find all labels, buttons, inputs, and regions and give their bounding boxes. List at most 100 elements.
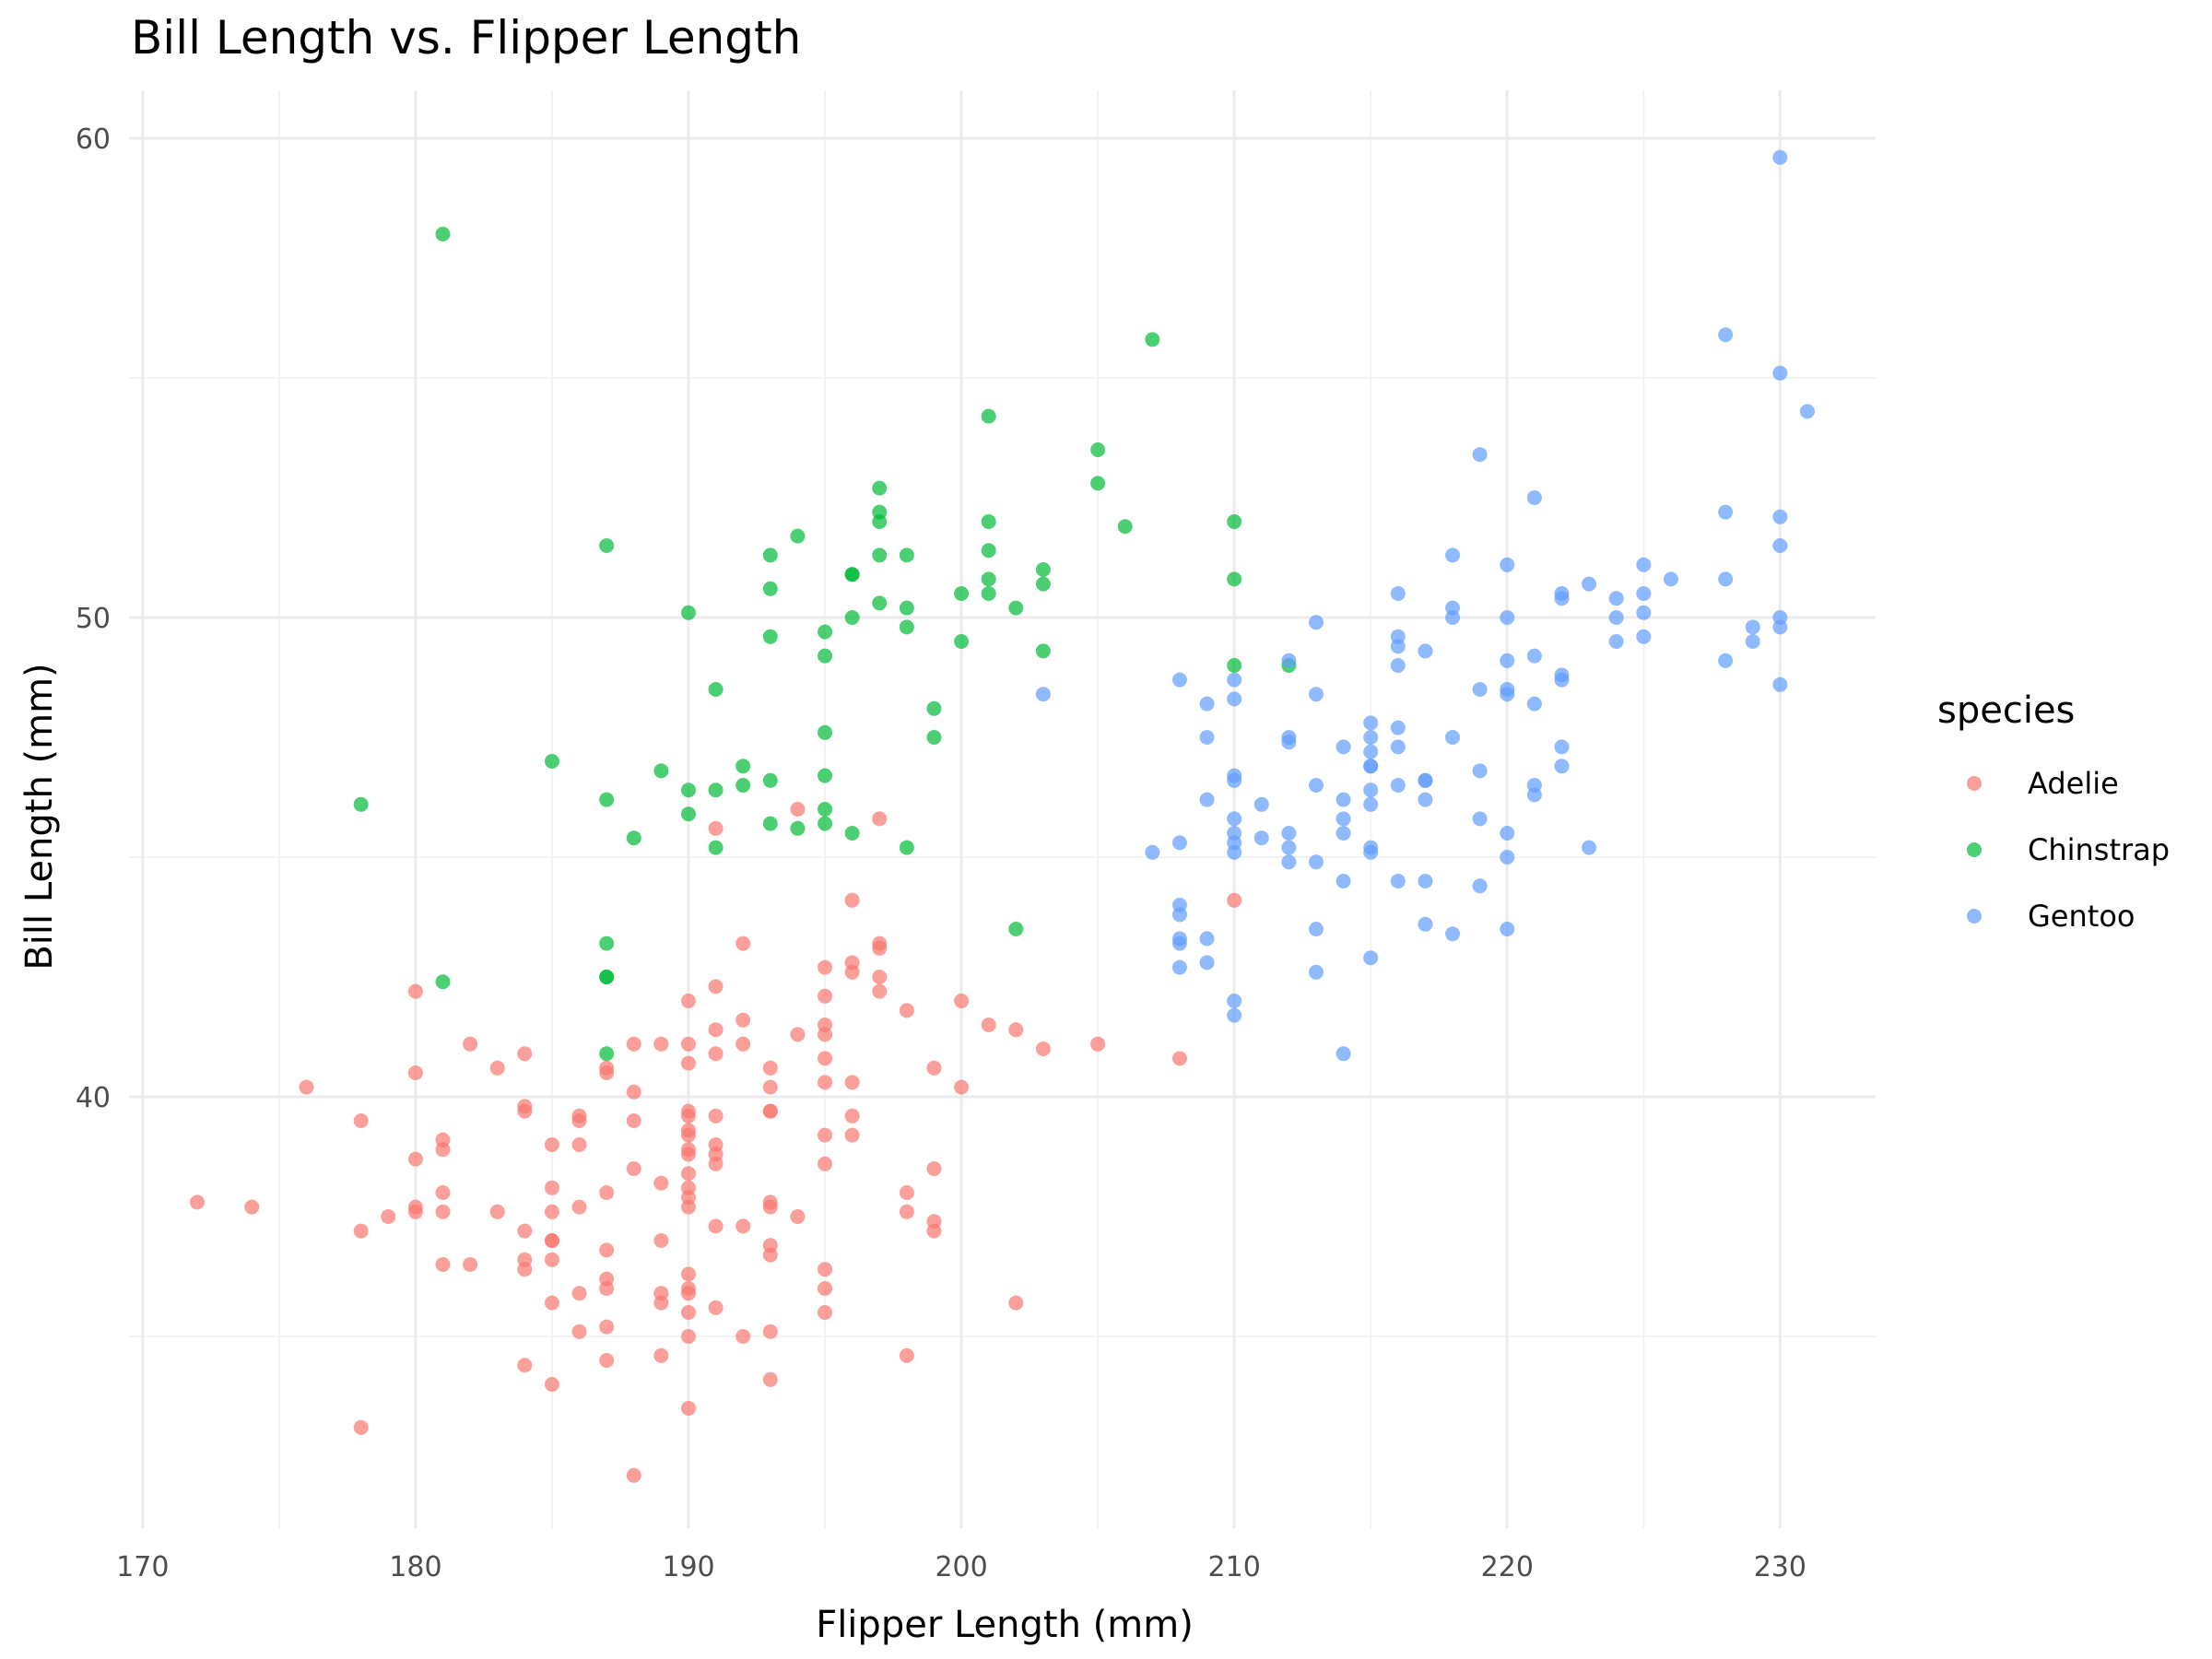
chinstrap-point — [599, 1046, 615, 1062]
chinstrap-point — [818, 802, 833, 817]
gentoo-point — [1227, 772, 1242, 788]
gentoo-point — [1472, 763, 1488, 779]
gentoo-point — [1309, 964, 1324, 980]
gentoo-point — [1227, 811, 1242, 827]
gentoo-point — [1335, 874, 1351, 888]
gentoo-point — [1390, 874, 1406, 888]
legend-key-gentoo — [1967, 909, 1982, 924]
gentoo-point — [1390, 639, 1406, 654]
gentoo-point — [1445, 730, 1461, 745]
x-tick-label: 190 — [662, 1551, 714, 1583]
gentoo-point — [1227, 691, 1242, 707]
adelie-point — [190, 1194, 206, 1210]
adelie-point — [790, 802, 806, 817]
gentoo-point — [1363, 796, 1379, 812]
adelie-point — [1008, 1295, 1024, 1311]
gentoo-point — [1526, 696, 1542, 712]
gentoo-point — [1772, 509, 1788, 524]
gentoo-point — [1418, 772, 1433, 788]
gentoo-point — [1227, 672, 1242, 688]
adelie-point — [680, 1286, 696, 1301]
chinstrap-point — [844, 826, 860, 841]
gentoo-point — [1227, 844, 1242, 860]
gentoo-point — [1608, 634, 1624, 649]
chinstrap-point — [599, 935, 615, 951]
adelie-point — [954, 1079, 970, 1095]
gentoo-point — [1199, 792, 1215, 807]
gentoo-point — [1199, 730, 1215, 745]
chinstrap-point — [762, 816, 778, 831]
chinstrap-point — [818, 816, 833, 831]
gentoo-point — [1418, 874, 1433, 888]
gentoo-point — [1718, 571, 1734, 587]
adelie-point — [544, 1252, 559, 1267]
gentoo-point — [1582, 840, 1597, 855]
adelie-point — [762, 1199, 778, 1215]
adelie-point — [353, 1223, 369, 1239]
adelie-point — [626, 1161, 641, 1176]
gentoo-point — [1253, 796, 1269, 812]
adelie-point — [872, 811, 888, 827]
chinstrap-point — [1117, 519, 1133, 535]
gentoo-point — [1745, 634, 1760, 649]
adelie-point — [844, 1075, 860, 1090]
legend-items: Adelie Chinstrap Gentoo — [1967, 766, 2170, 934]
adelie-point — [626, 1036, 641, 1052]
gentoo-point — [1309, 854, 1324, 870]
adelie-point — [762, 1371, 778, 1387]
gentoo-point — [1445, 926, 1461, 942]
chart-title: Bill Length vs. Flipper Length — [131, 11, 801, 65]
gentoo-point — [1500, 687, 1515, 702]
adelie-point — [680, 1199, 696, 1215]
chinstrap-point — [762, 772, 778, 788]
adelie-point — [544, 1295, 559, 1311]
x-tick-label: 210 — [1208, 1551, 1261, 1583]
chinstrap-point — [653, 763, 669, 779]
adelie-point — [926, 1223, 942, 1239]
adelie-point — [680, 1108, 696, 1124]
gentoo-point — [1718, 504, 1734, 520]
adelie-point — [517, 1262, 533, 1277]
x-tick-label: 200 — [935, 1551, 987, 1583]
adelie-point — [571, 1324, 587, 1339]
adelie-point — [544, 1180, 559, 1195]
gentoo-point — [1772, 619, 1788, 635]
adelie-point — [244, 1199, 260, 1215]
gentoo-point — [1636, 605, 1652, 620]
chinstrap-point — [353, 796, 369, 812]
data-points — [190, 149, 1815, 1483]
gentoo-point — [1418, 792, 1433, 807]
adelie-point — [818, 1156, 833, 1171]
gentoo-point — [1526, 648, 1542, 664]
gentoo-point — [1636, 557, 1652, 572]
gentoo-point — [1582, 576, 1597, 592]
gentoo-point — [1281, 826, 1297, 841]
x-tick-label: 230 — [1754, 1551, 1806, 1583]
gentoo-point — [1608, 610, 1624, 625]
gentoo-point — [1281, 854, 1297, 870]
chinstrap-point — [599, 538, 615, 553]
chinstrap-point — [981, 571, 996, 587]
chinstrap-point — [1227, 514, 1242, 529]
adelie-point — [708, 820, 724, 836]
gentoo-point — [1363, 844, 1379, 860]
gentoo-point — [1199, 931, 1215, 947]
adelie-point — [735, 935, 751, 951]
chinstrap-point — [680, 605, 696, 620]
adelie-point — [735, 1329, 751, 1344]
y-tick-label: 40 — [76, 1082, 111, 1114]
adelie-point — [489, 1204, 505, 1219]
adelie-point — [435, 1257, 451, 1272]
gentoo-point — [1363, 782, 1379, 798]
chinstrap-point — [818, 724, 833, 740]
gentoo-point — [1472, 811, 1488, 827]
gentoo-point — [1171, 935, 1187, 951]
adelie-point — [899, 1185, 914, 1200]
gentoo-point — [1500, 826, 1515, 841]
chinstrap-point — [872, 514, 888, 529]
gentoo-point — [1390, 720, 1406, 735]
x-axis-title: Flipper Length (mm) — [816, 1604, 1194, 1646]
gentoo-point — [1199, 696, 1215, 712]
adelie-point — [680, 1305, 696, 1320]
gentoo-point — [1554, 591, 1570, 606]
